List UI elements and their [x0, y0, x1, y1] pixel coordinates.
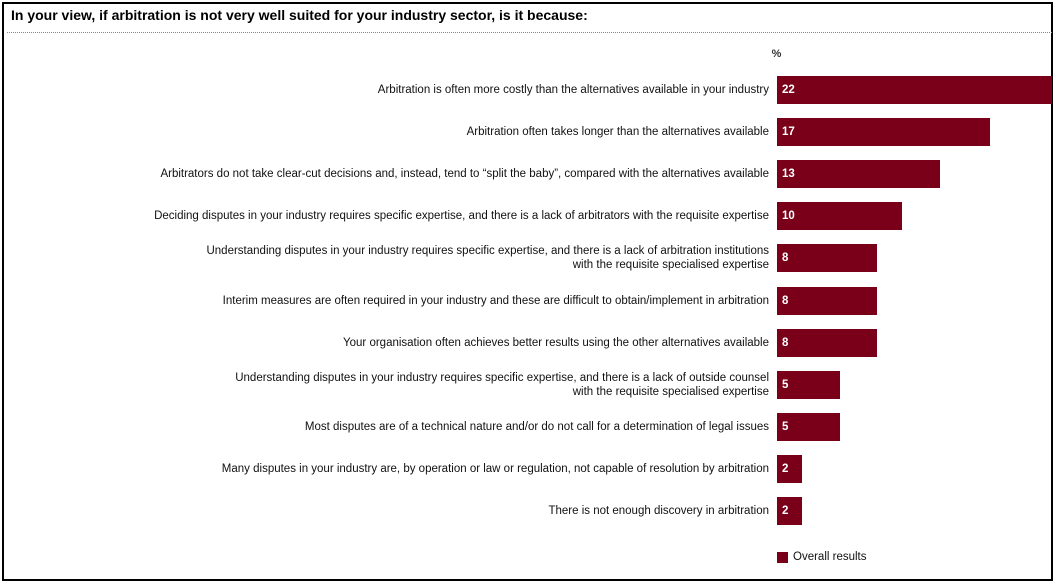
bar-value-label: 2 — [782, 505, 789, 517]
bar: 8 — [777, 328, 877, 357]
category-label: Arbitration is often more costly than th… — [29, 83, 769, 97]
unit-label: % — [771, 48, 782, 60]
category-label: Many disputes in your industry are, by o… — [29, 462, 769, 476]
bar-value-label: 10 — [782, 210, 795, 223]
category-label-line: Arbitration is often more costly than th… — [377, 84, 769, 96]
bar: 8 — [777, 286, 877, 315]
bar-value-label: 22 — [782, 84, 795, 96]
bar-value-label: 8 — [782, 252, 789, 265]
category-label: Interim measures are often required in y… — [29, 294, 769, 308]
bar-value-label: 5 — [782, 378, 789, 391]
category-label: Arbitration often takes longer than the … — [29, 125, 769, 139]
bar-value-label: 8 — [782, 294, 789, 307]
chart-title: In your view, if arbitration is not very… — [11, 7, 588, 23]
category-label-line: with the requisite specialised expertise — [572, 259, 769, 272]
category-label-line: There is not enough discovery in arbitra… — [548, 505, 769, 517]
category-label: Deciding disputes in your industry requi… — [29, 209, 769, 223]
bar-value-label: 8 — [782, 336, 789, 349]
legend: Overall results — [777, 551, 867, 563]
legend-swatch — [777, 551, 788, 563]
category-label-line: Deciding disputes in your industry requi… — [154, 210, 769, 223]
title-divider — [7, 32, 1052, 33]
bar: 17 — [777, 118, 990, 147]
category-label: Understanding disputes in your industry … — [29, 244, 769, 272]
bar-value-label: 13 — [782, 168, 795, 181]
bar: 22 — [777, 76, 1052, 104]
category-label: Understanding disputes in your industry … — [29, 371, 769, 399]
bar: 5 — [777, 412, 840, 441]
category-label: There is not enough discovery in arbitra… — [29, 504, 769, 518]
category-label-line: Understanding disputes in your industry … — [206, 245, 769, 258]
category-label-line: Understanding disputes in your industry … — [235, 371, 769, 384]
category-label-line: Interim measures are often required in y… — [222, 294, 769, 307]
category-label: Your organisation often achieves better … — [29, 336, 769, 350]
category-label-line: Arbitrators do not take clear-cut decisi… — [160, 168, 769, 181]
legend-label: Overall results — [793, 551, 867, 563]
category-label-line: Arbitration often takes longer than the … — [466, 126, 769, 139]
category-label-line: Your organisation often achieves better … — [343, 336, 769, 349]
category-label: Most disputes are of a technical nature … — [29, 420, 769, 434]
bar: 2 — [777, 497, 802, 525]
bar: 5 — [777, 370, 840, 399]
bar: 8 — [777, 244, 877, 273]
bar-value-label: 2 — [782, 462, 789, 475]
category-label-line: Many disputes in your industry are, by o… — [221, 462, 769, 475]
bar: 2 — [777, 454, 802, 483]
category-label: Arbitrators do not take clear-cut decisi… — [29, 167, 769, 181]
bar: 13 — [777, 160, 940, 189]
bar-value-label: 17 — [782, 126, 795, 139]
bar: 10 — [777, 202, 902, 231]
category-label-line: Most disputes are of a technical nature … — [304, 420, 769, 433]
bar-value-label: 5 — [782, 420, 789, 433]
category-label-line: with the requisite specialised expertise — [572, 385, 769, 398]
